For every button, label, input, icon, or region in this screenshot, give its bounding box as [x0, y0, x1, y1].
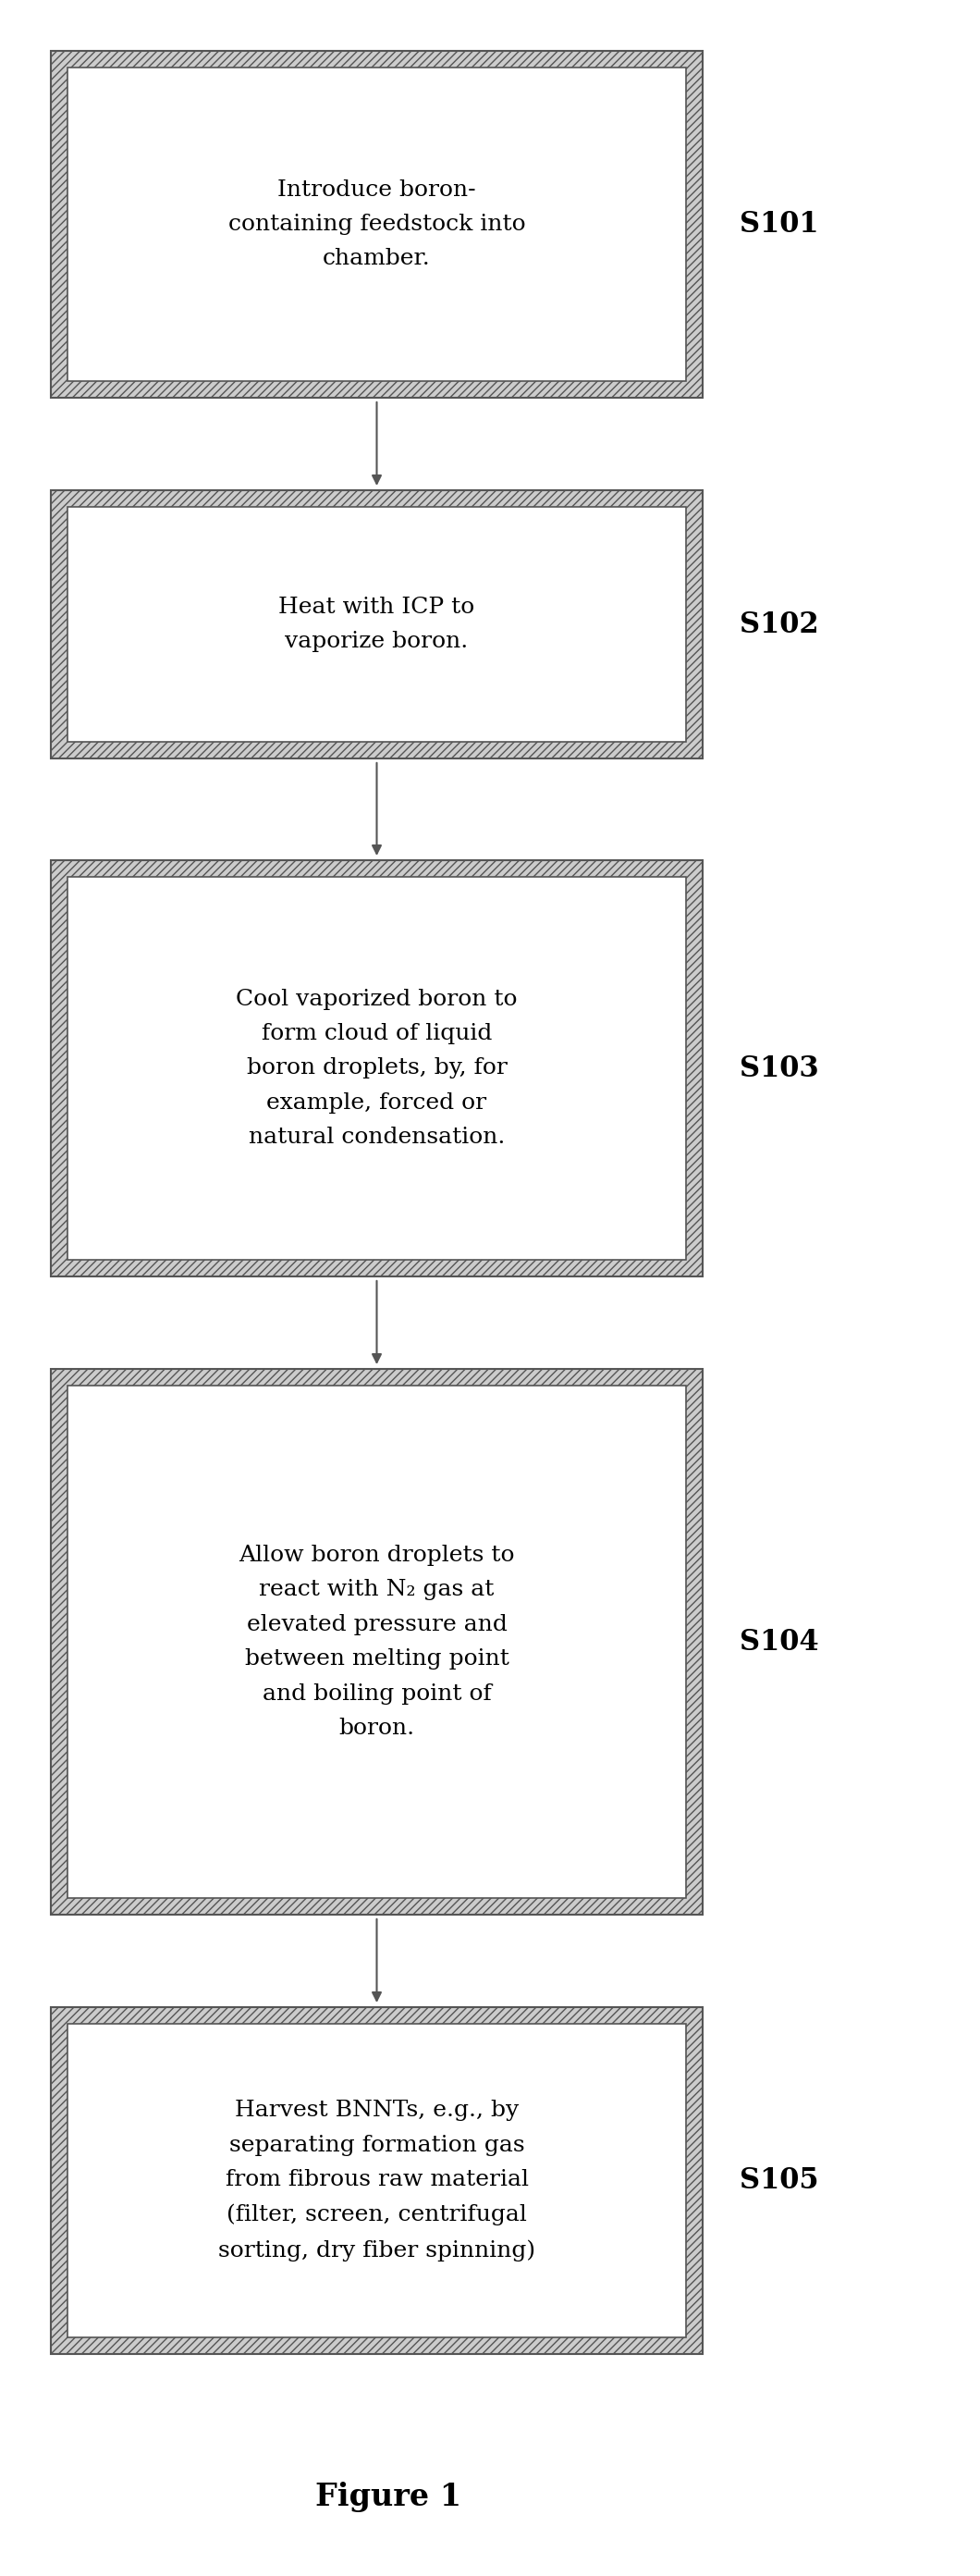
Bar [68, 2025, 686, 2336]
Text: Figure 1: Figure 1 [316, 2483, 462, 2512]
Bar [68, 507, 686, 742]
Bar [68, 507, 686, 742]
Bar [68, 67, 686, 381]
Bar [68, 1386, 686, 1899]
Text: Allow boron droplets to
react with N₂ gas at
elevated pressure and
between melti: Allow boron droplets to react with N₂ ga… [239, 1546, 514, 1739]
Bar [51, 2007, 703, 2354]
Bar [51, 1368, 703, 1914]
Text: S104: S104 [740, 1628, 818, 1656]
Bar [68, 876, 686, 1260]
Text: Harvest BNNTs, e.g., by
separating formation gas
from fibrous raw material
(filt: Harvest BNNTs, e.g., by separating forma… [219, 2099, 535, 2262]
Bar [51, 52, 703, 397]
Bar [68, 67, 686, 381]
Bar [68, 876, 686, 1260]
Bar [51, 860, 703, 1278]
Text: S103: S103 [740, 1054, 819, 1082]
Text: S105: S105 [740, 2166, 818, 2195]
Text: S102: S102 [740, 611, 818, 639]
Bar [68, 1386, 686, 1899]
Text: Introduce boron-
containing feedstock into
chamber.: Introduce boron- containing feedstock in… [228, 180, 525, 270]
Text: Cool vaporized boron to
form cloud of liquid
boron droplets, by, for
example, fo: Cool vaporized boron to form cloud of li… [236, 989, 517, 1149]
Bar [51, 489, 703, 757]
Text: S101: S101 [740, 211, 818, 240]
Bar [68, 2025, 686, 2336]
Text: Heat with ICP to
vaporize boron.: Heat with ICP to vaporize boron. [278, 598, 475, 652]
